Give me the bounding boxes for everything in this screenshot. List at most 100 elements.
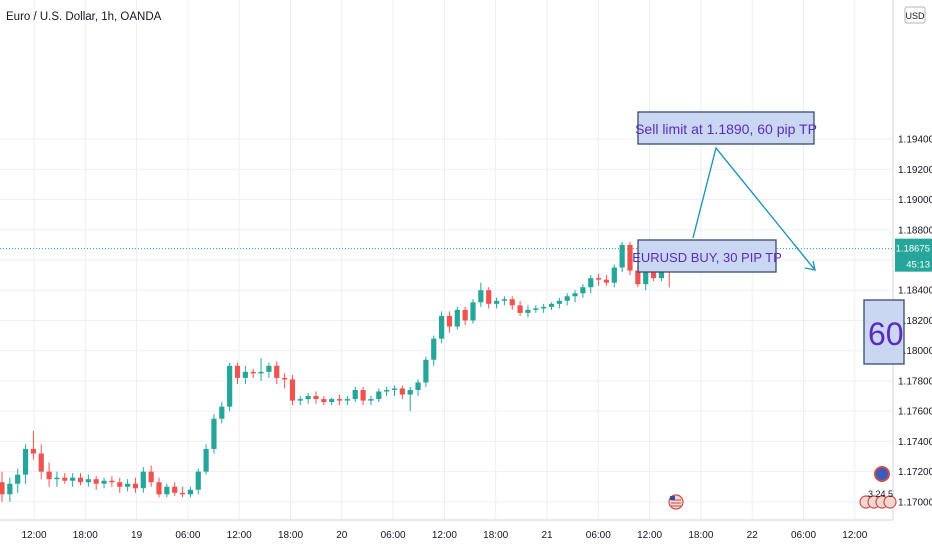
economic-events[interactable]: 3 24 5 [668,466,897,510]
currency-badge[interactable]: USD [904,6,926,24]
countdown-value: 45:13 [906,260,930,271]
candle-up [423,359,429,383]
forecast-path [692,146,816,271]
currency-badge-text: USD [905,11,925,21]
candle-down [234,365,241,378]
candle-up [501,299,507,301]
candle-down [46,471,52,480]
candle-down [250,371,256,374]
chart-grid [0,0,893,520]
big-label-text: 60 [868,316,904,352]
candle-up [203,448,209,472]
x-tick-label: 18:00 [688,530,713,541]
event-cluster-label: 3 24 5 [868,489,893,499]
buy-label-box[interactable]: EURUSD BUY, 30 PIP TP [632,239,782,273]
x-tick-label: 20 [336,530,348,541]
candle-up [258,371,264,374]
candle-down [462,309,468,321]
candle-down [517,305,523,313]
candle-down [635,270,641,285]
y-tick-label: 1.17600 [898,407,932,418]
candle-up [415,382,421,390]
candle-up [7,483,13,495]
x-tick-label: 12:00 [842,530,867,541]
us-flag-icon[interactable] [668,494,684,510]
candle-down [486,290,492,304]
x-tick-label: 06:00 [586,530,611,541]
y-tick-label: 1.18200 [898,316,932,327]
last-price-tag-background [895,238,932,272]
candle-up [54,477,60,480]
candle-up [368,399,374,401]
y-tick-label: 1.19400 [898,135,932,146]
candle-up [22,448,29,475]
y-tick-label: 1.17800 [898,376,932,387]
big-label-box[interactable]: 60 [863,299,905,365]
candle-up [344,399,350,401]
candle-down [321,399,327,403]
annotation-arrows [692,146,816,271]
candle-up [15,474,21,484]
time-axis[interactable]: 12:00 18:00 19 06:00 12:00 18:00 20 06:00 12:00 1… [0,519,893,541]
candle-up [556,300,562,304]
candle-down [336,399,343,401]
candle-down [289,379,296,401]
candle-down [132,483,139,489]
price-axis[interactable]: 1.17000 1.17200 1.17400 1.17600 1.17800 1.180… [892,0,932,520]
candle-up [70,477,76,481]
x-tick-label: 12:00 [637,530,662,541]
candle-down [603,279,610,283]
candle-up [541,306,547,309]
x-tick-label: 18:00 [483,530,508,541]
x-tick-label: 06:00 [791,530,816,541]
y-tick-label: 1.18800 [898,225,932,236]
candle-up [329,399,335,403]
us-flag-icon [883,495,897,509]
candle-down [62,477,68,481]
candle-down [627,244,633,271]
candle-up [352,390,358,400]
candle-up [85,479,91,483]
candle-down [399,388,405,395]
y-tick-label: 1.18000 [898,346,932,357]
us-flag-icon-canton [670,496,675,500]
big-label-background [863,299,905,365]
candle-down [282,377,288,380]
candle-up [470,302,476,321]
candle-up [580,287,586,294]
x-tick-label: 06:00 [381,530,406,541]
candle-up [611,267,617,283]
x-tick-label: 18:00 [278,530,303,541]
candle-up [407,390,413,395]
candle-down [360,390,366,401]
buy-label-background [637,239,777,273]
candle-up [431,338,437,360]
candles-layer [0,241,680,502]
candle-up [588,278,594,288]
y-tick-label: 1.18400 [898,286,932,297]
candle-up [439,315,445,339]
candle-down [77,477,84,483]
y-tick-label: 1.17400 [898,437,932,448]
currency-badge-frame [904,6,926,24]
x-tick-label: 22 [747,530,759,541]
x-tick-label: 12:00 [432,530,457,541]
y-tick-label: 1.17000 [898,497,932,508]
candle-down [172,486,178,493]
candle-up [125,483,131,487]
last-price-value: 1.18675 [896,244,930,255]
event-cluster[interactable]: 3 24 5 [859,466,897,509]
candle-down [38,453,44,472]
candle-up [164,486,170,495]
sell-label-box[interactable]: Sell limit at 1.1890, 60 pip TP [635,111,817,145]
candle-down [596,278,602,280]
candle-up [297,399,303,401]
candle-down [313,396,319,400]
candle-up [219,406,225,419]
candle-up [548,303,555,307]
candle-up [305,396,311,400]
candle-up [266,365,272,372]
y-tick-label: 1.19200 [898,165,932,176]
candle-up [101,480,107,484]
